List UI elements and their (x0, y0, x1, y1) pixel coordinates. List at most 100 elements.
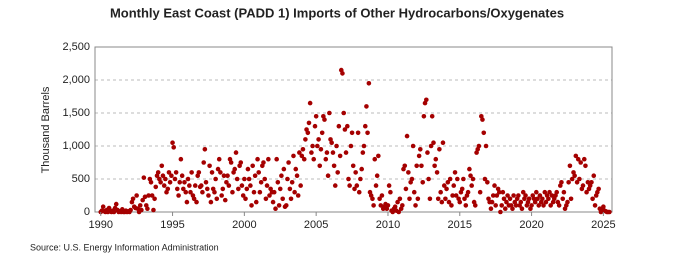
point (266, 156, 271, 162)
point (417, 147, 423, 152)
point (543, 199, 549, 205)
point (574, 180, 580, 185)
point (416, 153, 422, 159)
point (337, 153, 343, 159)
point (196, 170, 202, 175)
point (192, 183, 198, 188)
point (591, 173, 597, 178)
point (413, 203, 418, 208)
point (465, 189, 471, 195)
point (212, 189, 217, 195)
x-tick-label: 2020 (519, 219, 543, 231)
y-tick-label: 500 (72, 173, 90, 185)
point (572, 173, 577, 178)
point (411, 189, 417, 195)
point (542, 189, 548, 195)
point (493, 203, 498, 208)
point (578, 160, 583, 165)
point (151, 207, 156, 213)
point (355, 130, 361, 136)
point (596, 186, 601, 192)
point (461, 176, 466, 182)
point (201, 160, 207, 165)
point (303, 137, 308, 142)
point (315, 143, 320, 149)
point (310, 143, 315, 149)
point (134, 193, 139, 198)
point (249, 203, 254, 208)
point (566, 180, 571, 185)
point (160, 173, 166, 178)
point (324, 150, 330, 155)
point (137, 203, 143, 208)
point (537, 193, 543, 198)
point (472, 203, 478, 208)
point (441, 183, 447, 188)
point (350, 163, 356, 169)
point (483, 143, 489, 149)
point (468, 173, 473, 178)
point (372, 156, 378, 162)
point (258, 180, 264, 185)
point (419, 163, 424, 169)
point (245, 166, 251, 172)
point (275, 180, 281, 185)
point (410, 143, 416, 149)
point (285, 176, 290, 182)
point (378, 203, 384, 208)
point (309, 150, 314, 155)
point (316, 137, 321, 142)
point (182, 180, 187, 185)
point (230, 189, 235, 195)
point (345, 123, 350, 129)
point (358, 176, 363, 182)
x-tick-label: 1990 (89, 219, 113, 231)
point (142, 194, 148, 200)
point (526, 196, 532, 202)
point (429, 114, 435, 119)
point (450, 193, 455, 198)
point (238, 160, 244, 165)
point (452, 170, 458, 175)
point (207, 163, 212, 169)
point (516, 193, 521, 198)
point (414, 163, 419, 169)
point (336, 123, 342, 129)
point (153, 184, 159, 190)
point (146, 193, 151, 198)
point (406, 170, 411, 175)
point (113, 201, 119, 207)
point (224, 180, 229, 185)
point (179, 173, 185, 178)
point (264, 183, 270, 188)
point (447, 176, 453, 182)
point (480, 117, 485, 122)
point (340, 71, 345, 76)
point (392, 204, 398, 210)
point (379, 193, 385, 198)
point (499, 203, 505, 208)
x-tick-label: 2000 (232, 219, 256, 231)
point (287, 186, 293, 192)
point (194, 199, 199, 205)
point (335, 170, 341, 175)
y-tick-label: 2,500 (62, 41, 90, 53)
point (298, 183, 303, 188)
point (218, 170, 223, 175)
y-tick-label: 1,500 (62, 107, 90, 119)
point (565, 199, 570, 205)
point (432, 163, 437, 169)
point (481, 130, 487, 136)
point (439, 199, 445, 205)
point (567, 163, 573, 169)
point (171, 145, 176, 150)
point (209, 170, 215, 175)
point (152, 196, 157, 202)
point (446, 199, 452, 205)
point (158, 180, 163, 185)
point (590, 196, 595, 202)
point (163, 176, 168, 182)
point (349, 130, 355, 136)
point (343, 150, 349, 155)
point (128, 207, 133, 213)
